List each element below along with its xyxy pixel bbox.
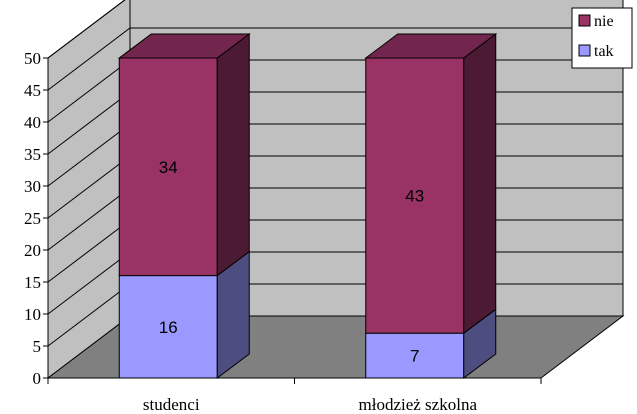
side-wall [47,0,131,380]
y-tick-label: 35 [24,145,41,164]
y-tick-label: 50 [24,49,41,68]
y-tick-label: 25 [24,209,41,228]
bars [117,33,498,379]
bar-segment-tak [365,332,465,379]
gridline [47,27,623,91]
bar-side-nie [216,33,250,277]
category-label: młodzież szkolna [359,395,478,414]
legend: nie tak [571,7,633,69]
y-tick-label: 0 [33,369,42,388]
y-tick-label: 15 [24,273,41,292]
category-label: studenci [143,395,200,414]
legend-swatch-tak [578,44,591,57]
y-tick-label: 10 [24,305,41,324]
bar-segment-tak [118,275,218,379]
bar-top-nie [364,33,498,59]
bar-segment-nie [365,57,465,334]
y-tick-label: 5 [33,337,42,356]
y-tick-label: 20 [24,241,41,260]
y-tick-label: 45 [24,81,41,100]
data-label: 43 [405,187,424,206]
data-label: 16 [159,318,178,337]
bar-side-nie [463,33,497,335]
legend-label-tak: tak [594,43,614,60]
y-tick-label: 30 [24,177,41,196]
legend-label-nie: nie [594,13,614,30]
y-tick-label: 40 [24,113,41,132]
gridline [47,0,126,59]
labels: studenci młodzież szkolna 16 34 7 43 [143,158,478,414]
bar-top-nie [117,33,251,59]
data-label: 34 [159,158,178,177]
bar-segment-nie [118,57,218,277]
data-label: 7 [410,347,419,366]
legend-swatch-nie [578,14,591,27]
